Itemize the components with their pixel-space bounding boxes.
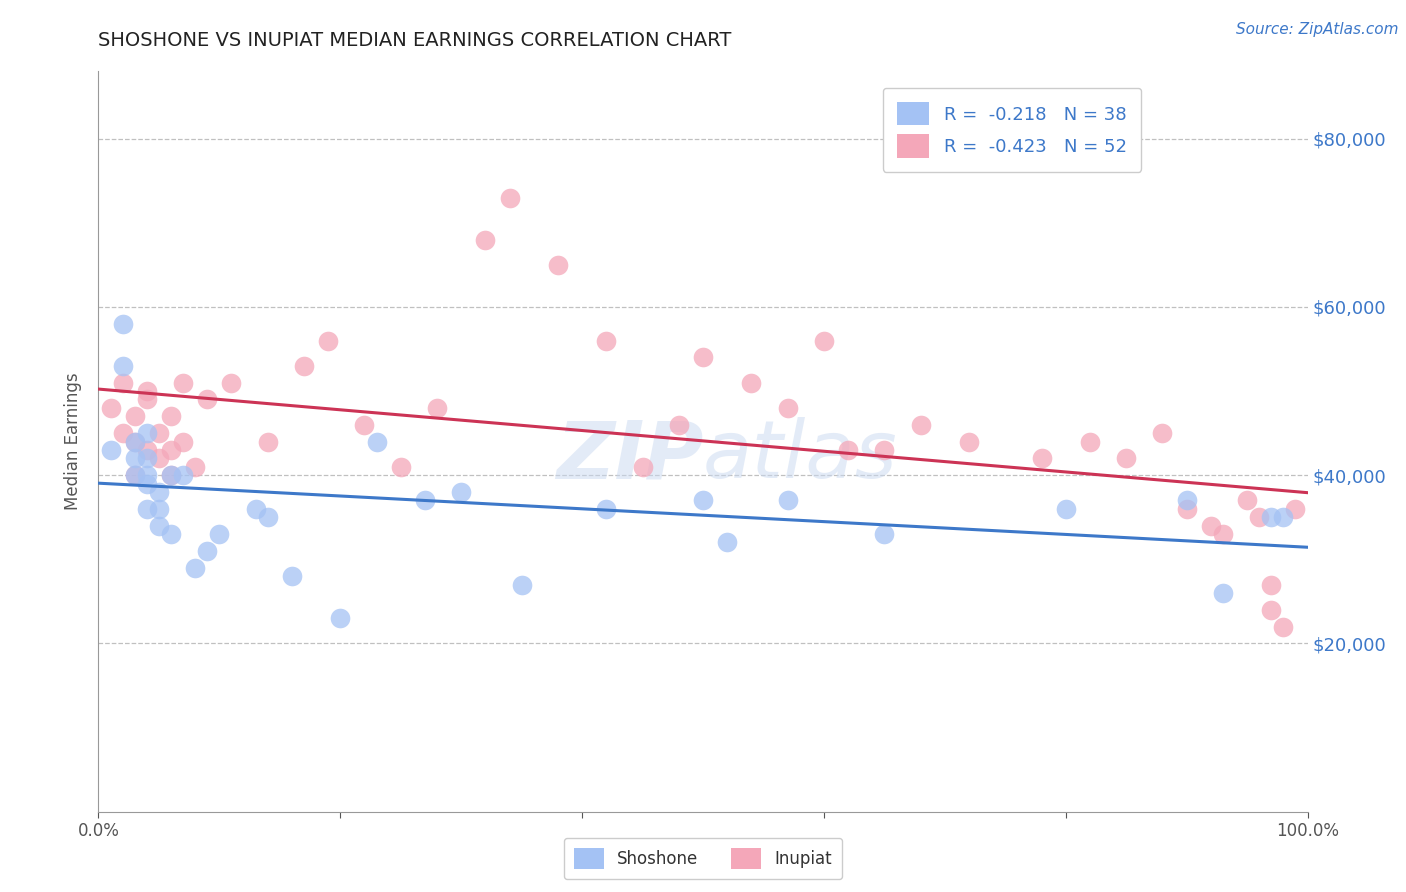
Point [256, 434, 278, 449]
Point [135, 501, 157, 516]
Point [124, 468, 146, 483]
Text: SHOSHONE VS INUPIAT MEDIAN EARNINGS CORRELATION CHART: SHOSHONE VS INUPIAT MEDIAN EARNINGS CORR… [98, 31, 731, 50]
Point [329, 611, 352, 625]
Point [1078, 434, 1101, 449]
Point [692, 351, 714, 365]
Point [631, 459, 654, 474]
Point [172, 376, 194, 390]
Point [184, 459, 207, 474]
Point [124, 434, 146, 449]
Point [776, 493, 799, 508]
Point [450, 485, 472, 500]
Point [160, 468, 183, 483]
Point [426, 401, 449, 415]
Point [1031, 451, 1053, 466]
Point [124, 409, 146, 424]
Point [111, 376, 134, 390]
Point [813, 334, 835, 348]
Point [135, 426, 157, 441]
Point [148, 426, 170, 441]
Point [1260, 577, 1282, 591]
Point [498, 190, 520, 204]
Point [135, 392, 157, 407]
Point [740, 376, 762, 390]
Point [135, 468, 157, 483]
Point [195, 544, 218, 558]
Point [135, 384, 157, 398]
Point [111, 426, 134, 441]
Point [1152, 426, 1174, 441]
Text: atlas: atlas [703, 417, 898, 495]
Point [389, 459, 412, 474]
Point [1260, 603, 1282, 617]
Point [124, 451, 146, 466]
Point [1212, 527, 1234, 541]
Point [148, 485, 170, 500]
Point [195, 392, 218, 407]
Point [1272, 619, 1295, 633]
Point [256, 510, 278, 524]
Point [873, 442, 896, 457]
Point [100, 401, 122, 415]
Point [135, 451, 157, 466]
Point [1272, 510, 1295, 524]
Legend: R =  -0.218   N = 38, R =  -0.423   N = 52: R = -0.218 N = 38, R = -0.423 N = 52 [883, 87, 1142, 172]
Legend: Shoshone, Inupiat: Shoshone, Inupiat [564, 838, 842, 880]
Point [172, 434, 194, 449]
Point [474, 233, 496, 247]
Point [837, 442, 859, 457]
Point [100, 442, 122, 457]
Point [316, 334, 339, 348]
Point [776, 401, 799, 415]
Text: ZIP: ZIP [555, 417, 703, 495]
Point [292, 359, 315, 373]
Point [1236, 493, 1258, 508]
Point [692, 493, 714, 508]
Point [547, 258, 569, 272]
Point [873, 527, 896, 541]
Point [160, 468, 183, 483]
Point [148, 518, 170, 533]
Point [135, 476, 157, 491]
Point [160, 409, 183, 424]
Point [208, 527, 231, 541]
Point [353, 417, 375, 432]
Point [957, 434, 980, 449]
Point [1115, 451, 1137, 466]
Point [1054, 501, 1077, 516]
Point [148, 501, 170, 516]
Point [1212, 586, 1234, 600]
Text: Source: ZipAtlas.com: Source: ZipAtlas.com [1236, 22, 1399, 37]
Point [124, 434, 146, 449]
Point [1260, 510, 1282, 524]
Point [910, 417, 932, 432]
Point [1175, 493, 1198, 508]
Point [1175, 501, 1198, 516]
Point [668, 417, 690, 432]
Point [413, 493, 436, 508]
Point [510, 577, 533, 591]
Point [111, 317, 134, 331]
Point [1284, 501, 1306, 516]
Point [281, 569, 304, 583]
Point [221, 376, 243, 390]
Point [1249, 510, 1271, 524]
Point [111, 359, 134, 373]
Point [172, 468, 194, 483]
Point [366, 434, 388, 449]
Point [160, 527, 183, 541]
Point [716, 535, 738, 549]
Point [595, 501, 617, 516]
Point [160, 442, 183, 457]
Point [148, 451, 170, 466]
Point [245, 501, 267, 516]
Point [1199, 518, 1222, 533]
Y-axis label: Median Earnings: Median Earnings [63, 373, 82, 510]
Point [595, 334, 617, 348]
Point [124, 468, 146, 483]
Point [135, 442, 157, 457]
Point [184, 560, 207, 574]
